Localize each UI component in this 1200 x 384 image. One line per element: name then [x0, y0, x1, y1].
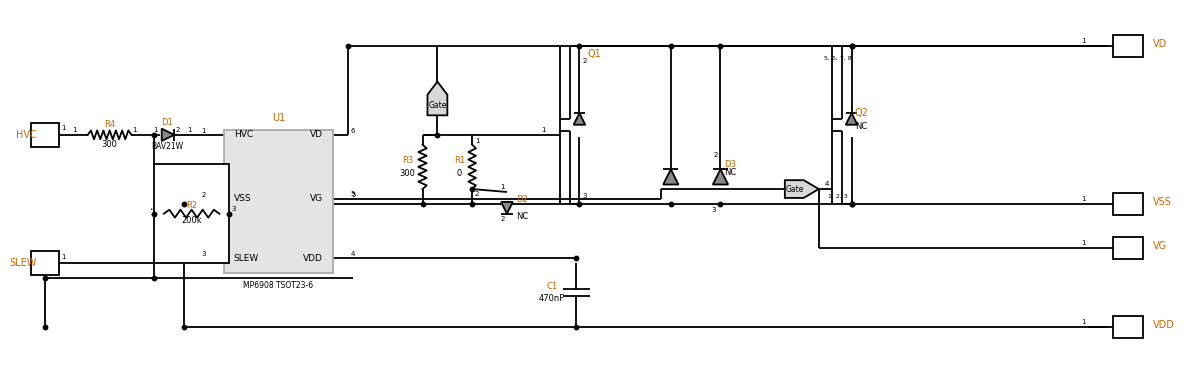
Polygon shape	[574, 113, 586, 125]
Text: BAV21W: BAV21W	[151, 142, 184, 151]
Polygon shape	[427, 82, 448, 115]
Text: SLEW: SLEW	[234, 253, 259, 263]
Text: VG: VG	[1152, 241, 1166, 251]
Text: D2: D2	[516, 195, 528, 204]
Text: VDD: VDD	[1152, 320, 1175, 330]
Polygon shape	[162, 129, 174, 141]
Text: HVC: HVC	[234, 130, 253, 139]
Text: 2: 2	[500, 215, 505, 222]
Text: 470nF: 470nF	[539, 294, 565, 303]
Text: 1: 1	[132, 127, 137, 133]
Text: MP6908 TSOT23-6: MP6908 TSOT23-6	[244, 281, 313, 290]
Text: 1: 1	[1081, 319, 1085, 325]
Polygon shape	[846, 113, 858, 125]
Text: 3: 3	[582, 193, 587, 199]
Text: VD: VD	[1152, 39, 1166, 49]
Text: HVC: HVC	[17, 130, 37, 140]
Bar	[1112, 193, 1142, 215]
Text: 1: 1	[61, 254, 66, 260]
Text: 1: 1	[1081, 196, 1085, 202]
Bar	[155, 164, 229, 263]
Text: R1: R1	[454, 156, 464, 166]
Bar	[31, 251, 59, 275]
Text: U1: U1	[272, 113, 286, 123]
Text: 2: 2	[713, 152, 718, 157]
Text: 1: 1	[202, 128, 206, 134]
Text: 0: 0	[457, 169, 462, 178]
Text: 1: 1	[73, 127, 77, 133]
Text: Q1: Q1	[588, 49, 601, 59]
Text: 1: 1	[475, 138, 479, 144]
Text: NC: NC	[516, 212, 528, 221]
Text: 1: 1	[61, 125, 66, 131]
Text: 1: 1	[152, 127, 157, 133]
Text: 6: 6	[350, 128, 355, 134]
Polygon shape	[713, 169, 728, 184]
Text: 1: 1	[1081, 38, 1085, 44]
Text: 200k: 200k	[181, 216, 202, 225]
Text: 300: 300	[400, 169, 415, 178]
Text: VSS: VSS	[234, 194, 252, 204]
Text: R3: R3	[402, 156, 413, 166]
Text: NC: NC	[856, 122, 868, 131]
Bar	[1112, 316, 1142, 338]
Text: VDD: VDD	[304, 253, 323, 263]
Text: NC: NC	[725, 168, 737, 177]
Bar	[1112, 237, 1142, 259]
Text: 4: 4	[824, 181, 829, 187]
Text: •: •	[149, 207, 152, 212]
Text: 2: 2	[582, 58, 587, 64]
Text: 1: 1	[500, 184, 505, 190]
Polygon shape	[502, 202, 512, 214]
Text: VD: VD	[310, 130, 323, 139]
Bar	[1112, 35, 1142, 57]
Text: C1: C1	[546, 282, 557, 291]
Text: R2: R2	[186, 201, 197, 210]
Text: Gate: Gate	[428, 101, 446, 110]
Text: 2: 2	[202, 192, 206, 198]
Text: VG: VG	[310, 194, 323, 204]
Text: Gate: Gate	[786, 185, 804, 194]
Text: D3: D3	[725, 160, 737, 169]
Bar	[224, 130, 334, 273]
Text: 1: 1	[1081, 240, 1085, 246]
Text: 1: 1	[187, 127, 191, 133]
Polygon shape	[664, 169, 678, 184]
Text: 1: 1	[541, 127, 546, 133]
Bar	[31, 123, 59, 147]
Text: 3: 3	[712, 207, 715, 213]
Text: 4: 4	[350, 251, 355, 257]
Text: R4: R4	[104, 121, 115, 129]
Text: 2: 2	[475, 191, 479, 197]
Text: Q2: Q2	[854, 108, 869, 118]
Text: 5: 5	[350, 192, 355, 198]
Text: 3: 3	[232, 206, 236, 212]
Text: 5: 5	[350, 191, 355, 197]
Text: 5, 6, 7, 8: 5, 6, 7, 8	[824, 55, 852, 60]
Text: 300: 300	[102, 140, 118, 149]
Text: SLEW: SLEW	[10, 258, 37, 268]
Text: D1: D1	[161, 118, 173, 126]
Polygon shape	[785, 180, 818, 198]
Text: 2: 2	[176, 127, 180, 133]
Text: 1, 2, 3: 1, 2, 3	[828, 194, 847, 199]
Text: 3: 3	[202, 251, 206, 257]
Text: VSS: VSS	[1152, 197, 1171, 207]
